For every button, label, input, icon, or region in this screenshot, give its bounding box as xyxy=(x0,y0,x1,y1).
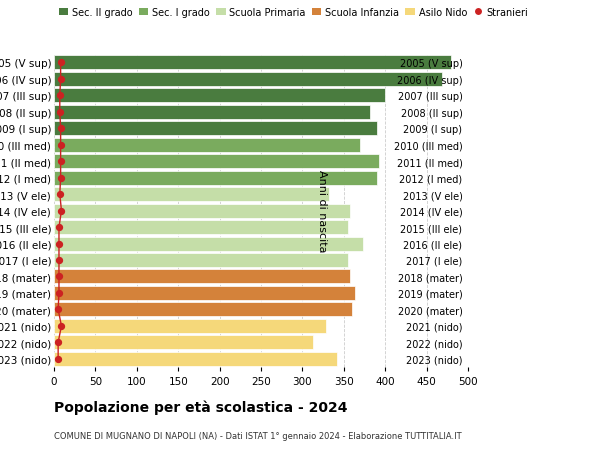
Bar xyxy=(54,253,348,268)
Point xyxy=(53,339,63,346)
Bar xyxy=(54,286,355,300)
Point xyxy=(56,207,66,215)
Point xyxy=(56,125,65,133)
Bar xyxy=(54,204,350,218)
Point xyxy=(55,92,65,100)
Bar xyxy=(54,171,377,185)
Bar xyxy=(54,270,350,284)
Bar xyxy=(54,352,337,366)
Point xyxy=(54,257,64,264)
Bar xyxy=(54,155,379,169)
Bar xyxy=(54,237,363,251)
Y-axis label: Anni di nascita: Anni di nascita xyxy=(317,170,328,252)
Bar xyxy=(54,221,348,235)
Point xyxy=(54,241,64,248)
Point xyxy=(54,273,64,280)
Bar xyxy=(54,106,370,119)
Point xyxy=(55,191,65,198)
Point xyxy=(54,224,64,231)
Point xyxy=(56,323,66,330)
Bar xyxy=(54,56,451,70)
Bar xyxy=(54,319,326,333)
Bar xyxy=(54,73,442,87)
Bar xyxy=(54,139,361,152)
Point xyxy=(53,355,63,363)
Point xyxy=(56,76,65,84)
Text: COMUNE DI MUGNANO DI NAPOLI (NA) - Dati ISTAT 1° gennaio 2024 - Elaborazione TUT: COMUNE DI MUGNANO DI NAPOLI (NA) - Dati … xyxy=(54,431,461,441)
Point xyxy=(54,290,64,297)
Bar xyxy=(54,122,377,136)
Point xyxy=(55,109,65,116)
Point xyxy=(56,60,65,67)
Point xyxy=(53,306,63,313)
Point xyxy=(56,142,65,149)
Bar xyxy=(54,89,385,103)
Bar xyxy=(54,336,313,350)
Point xyxy=(56,174,65,182)
Text: Popolazione per età scolastica - 2024: Popolazione per età scolastica - 2024 xyxy=(54,399,347,414)
Point xyxy=(56,158,65,166)
Bar xyxy=(54,188,329,202)
Bar xyxy=(54,303,352,317)
Legend: Sec. II grado, Sec. I grado, Scuola Primaria, Scuola Infanzia, Asilo Nido, Stran: Sec. II grado, Sec. I grado, Scuola Prim… xyxy=(55,4,532,22)
